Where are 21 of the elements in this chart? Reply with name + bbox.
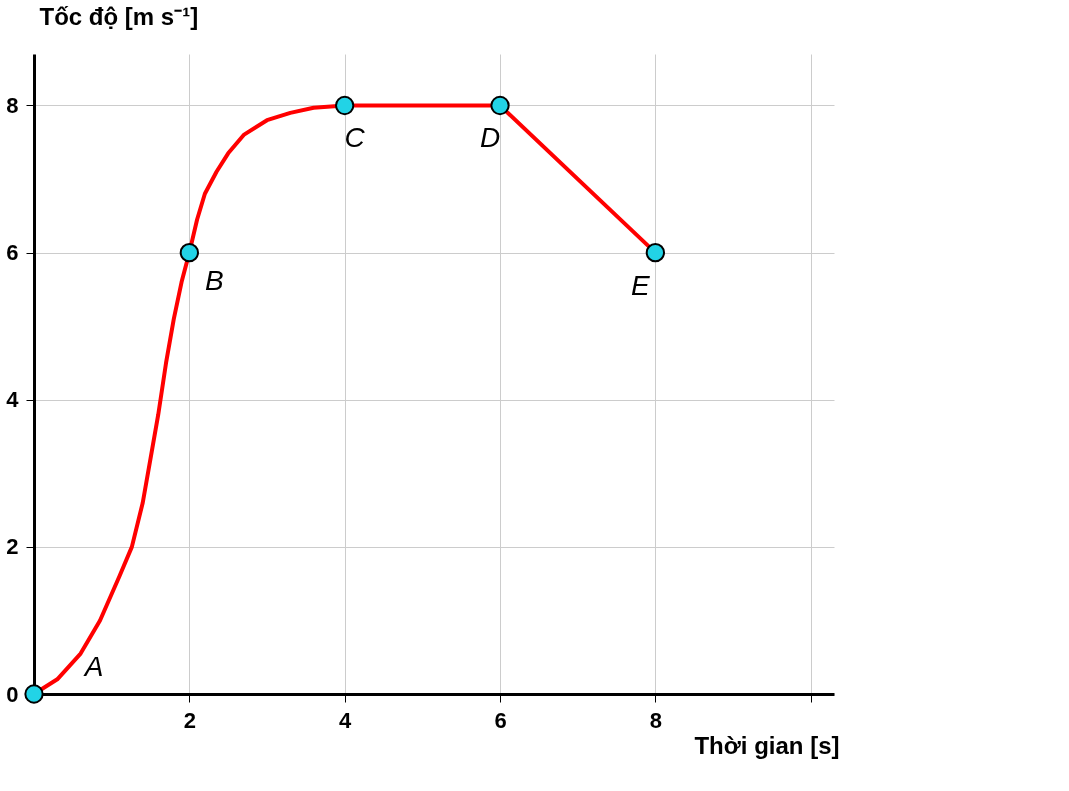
x-tick-label: 6 (494, 707, 507, 733)
point (490, 95, 510, 116)
annotation: E (631, 269, 651, 301)
x-axis-title: Thời gian [s] (694, 731, 840, 759)
y-tick-label: 0 (6, 681, 19, 707)
point (24, 684, 44, 704)
x-tick-label: 8 (649, 707, 662, 733)
y-tick-label: 8 (6, 92, 19, 118)
annotation: D (479, 122, 501, 154)
annotation: B (205, 264, 224, 296)
annotation: C (344, 122, 366, 154)
point (179, 242, 199, 263)
y-tick-label: 6 (6, 240, 19, 266)
x-tick-label: 4 (339, 707, 353, 733)
point (335, 95, 355, 116)
annotation: A (82, 651, 104, 682)
y-tick-label: 4 (6, 387, 20, 413)
x-tick-label: 2 (183, 707, 196, 733)
point (645, 242, 666, 263)
y-axis-title: Tốc độ [m s⁻¹] (39, 2, 199, 30)
y-tick-label: 2 (6, 534, 19, 560)
